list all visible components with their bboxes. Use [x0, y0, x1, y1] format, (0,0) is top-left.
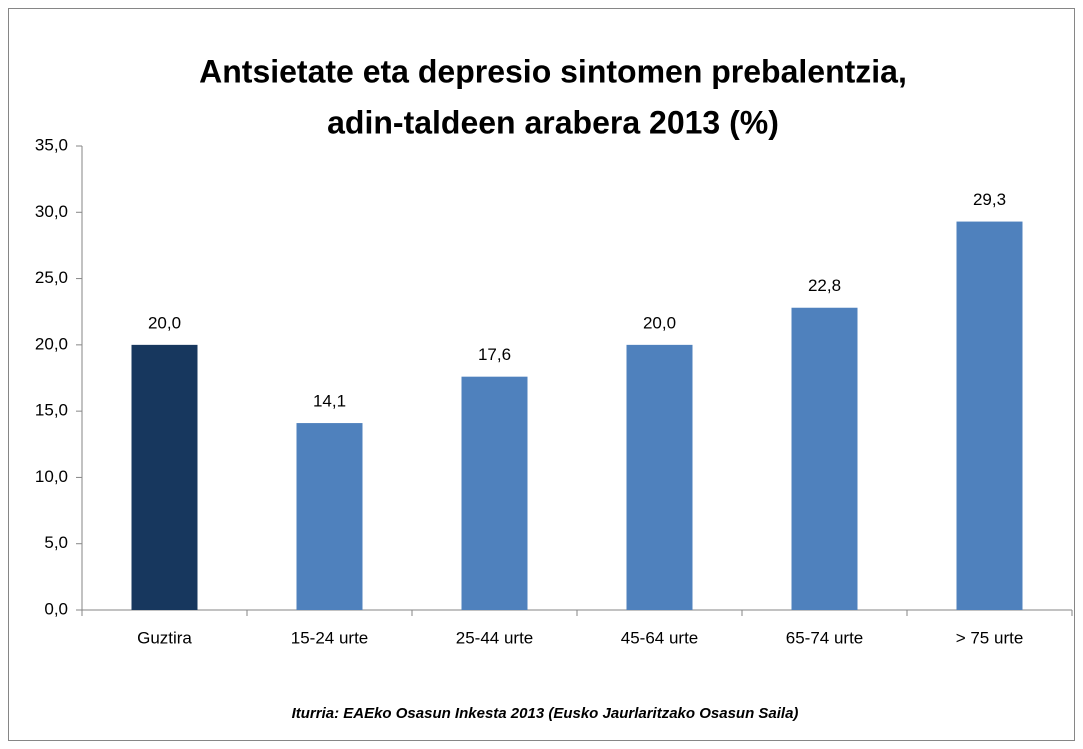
bar [956, 221, 1023, 610]
data-label: 22,8 [808, 276, 841, 295]
x-tick-label: 65-74 urte [786, 628, 864, 647]
y-tick-label: 5,0 [44, 533, 68, 552]
x-tick-label: > 75 urte [956, 628, 1024, 647]
y-tick-label: 10,0 [35, 467, 68, 486]
bar [296, 423, 363, 610]
data-label: 20,0 [643, 313, 676, 332]
x-tick-label: 45-64 urte [621, 628, 699, 647]
bar [791, 307, 858, 610]
bar [626, 344, 693, 610]
y-tick-label: 30,0 [35, 202, 68, 221]
source-note: Iturria: EAEko Osasun Inkesta 2013 (Eusk… [292, 705, 799, 722]
chart-title: Antsietate eta depresio sintomen prebale… [199, 53, 907, 89]
y-tick-label: 15,0 [35, 401, 68, 420]
y-tick-label: 35,0 [35, 135, 68, 154]
chart-title: adin-taldeen arabera 2013 (%) [327, 104, 779, 140]
x-tick-label: 25-44 urte [456, 628, 534, 647]
y-tick-label: 20,0 [35, 334, 68, 353]
bar [131, 344, 198, 610]
data-label: 29,3 [973, 190, 1006, 209]
data-label: 14,1 [313, 392, 346, 411]
x-tick-label: 15-24 urte [291, 628, 369, 647]
bar [461, 376, 528, 610]
data-label: 17,6 [478, 345, 511, 364]
x-tick-label: Guztira [137, 628, 192, 647]
data-label: 20,0 [148, 313, 181, 332]
y-tick-label: 0,0 [44, 599, 68, 618]
y-tick-label: 25,0 [35, 268, 68, 287]
